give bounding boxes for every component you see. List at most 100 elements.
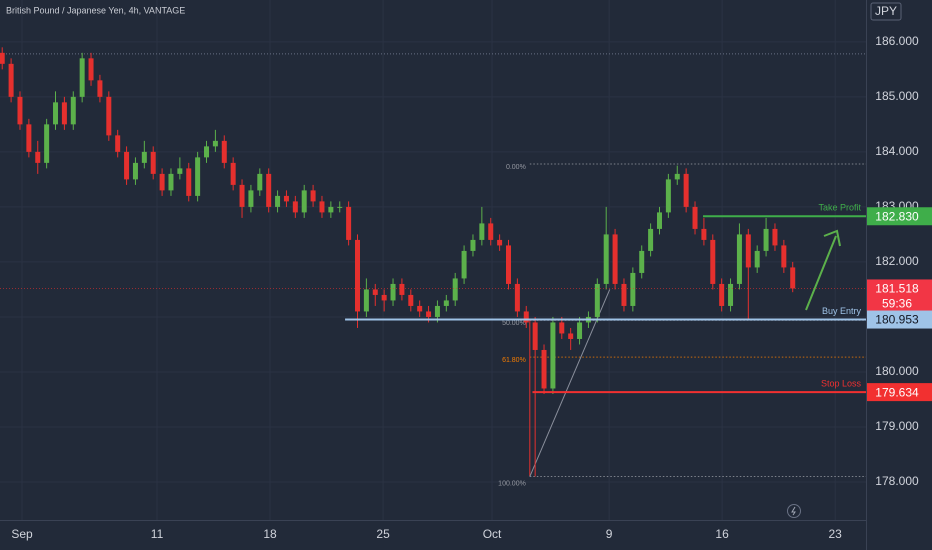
level-name: Buy Entry	[822, 306, 862, 316]
projection-arrow	[805, 229, 841, 311]
candle-body	[44, 124, 50, 163]
candle-body	[550, 322, 556, 389]
candle-body	[159, 173, 165, 191]
level-name: Take Profit	[818, 203, 861, 213]
candle-body	[106, 96, 112, 136]
candle-body	[337, 206, 343, 208]
fib-label: 0.00%	[506, 164, 526, 171]
candle-body	[355, 239, 361, 312]
candle-body	[434, 305, 440, 317]
candle-body	[195, 157, 201, 196]
level-price-label: 179.634	[875, 385, 919, 399]
candle-body	[683, 173, 689, 207]
candle-body	[772, 228, 778, 246]
replay-icon[interactable]	[787, 504, 801, 518]
candle-body	[230, 162, 236, 185]
candle-body	[168, 173, 174, 191]
candle-body	[212, 140, 218, 147]
level-price-label: 182.830	[875, 209, 919, 223]
y-tick-label: 178.000	[875, 474, 919, 488]
candle-body	[559, 322, 565, 334]
x-tick-label: 25	[376, 527, 390, 541]
current-price-tag	[867, 279, 932, 314]
candle-body	[497, 239, 503, 246]
candle-body	[328, 206, 334, 213]
candle-body	[97, 80, 103, 97]
candle-body	[221, 140, 227, 163]
arrow-shaft	[805, 235, 837, 311]
candle-body	[70, 96, 76, 125]
fib-label: 61.80%	[502, 357, 526, 364]
candle-body	[719, 283, 725, 306]
candle-body	[754, 250, 760, 268]
level-price-tag	[867, 383, 932, 402]
candle-body	[577, 322, 583, 339]
candle-body	[275, 195, 281, 207]
chart-title: British Pound / Japanese Yen, 4h, VANTAG…	[6, 5, 185, 15]
candle-body	[452, 278, 458, 301]
level-price-tag	[867, 310, 932, 329]
candle-body	[514, 283, 520, 312]
candle-body	[639, 250, 645, 273]
candle-body	[443, 300, 449, 306]
candle-body	[701, 228, 707, 240]
candle-body	[790, 267, 796, 289]
candle-body	[505, 245, 511, 284]
grid	[0, 0, 866, 520]
trend-line	[529, 289, 611, 477]
candle-body	[88, 58, 94, 81]
candle-body	[257, 173, 263, 191]
candle-body	[728, 283, 734, 306]
y-tick-label: 179.000	[875, 419, 919, 433]
candle-body	[372, 289, 378, 295]
candle-body	[532, 322, 538, 350]
level-name: Stop Loss	[821, 378, 862, 388]
candle-body	[301, 190, 307, 213]
replay-icon-bolt	[791, 506, 796, 516]
y-tick-label: 182.000	[875, 254, 919, 268]
candle-body	[674, 173, 680, 180]
currency-label: JPY	[875, 4, 897, 18]
y-tick-label: 180.000	[875, 364, 919, 378]
candle-body	[150, 151, 156, 174]
level-price-tag	[867, 207, 932, 226]
candle-body	[310, 190, 316, 202]
level-price-label: 180.953	[875, 313, 919, 327]
candle-body	[594, 283, 600, 317]
candle-body	[346, 206, 352, 240]
candle-body	[248, 190, 254, 207]
candle-body	[177, 168, 183, 174]
currency-box	[870, 2, 902, 21]
candle-body	[488, 223, 494, 240]
candle-body	[461, 250, 467, 279]
current-price-label: 181.518	[875, 282, 919, 296]
candle-body	[656, 212, 662, 229]
candle-body	[470, 239, 476, 251]
candle-body	[568, 333, 574, 339]
x-tick-label: 11	[151, 527, 164, 541]
candle-body	[319, 201, 325, 213]
candle-body	[621, 283, 627, 306]
candle-body	[124, 151, 130, 180]
candle-body	[763, 228, 769, 251]
candle-body	[710, 239, 716, 284]
candle-body	[292, 201, 298, 213]
candle-body	[417, 305, 423, 312]
axis: 178.000179.000180.000181.000182.000183.0…	[11, 34, 932, 541]
candle-body	[141, 151, 147, 163]
candle-body	[648, 228, 654, 251]
candle-body	[523, 311, 529, 323]
candle-body	[692, 206, 698, 229]
candle-body	[186, 168, 192, 196]
arrow-head	[823, 229, 841, 247]
candle-body	[479, 223, 485, 240]
x-tick-label: 9	[606, 527, 613, 541]
candle-body	[399, 283, 405, 295]
candle-body	[26, 124, 32, 152]
x-tick-label: Oct	[483, 527, 502, 541]
fib-label: 50.00%	[502, 320, 526, 327]
candle-body	[61, 102, 67, 125]
candle-body	[0, 52, 5, 64]
candle-body	[541, 349, 547, 389]
